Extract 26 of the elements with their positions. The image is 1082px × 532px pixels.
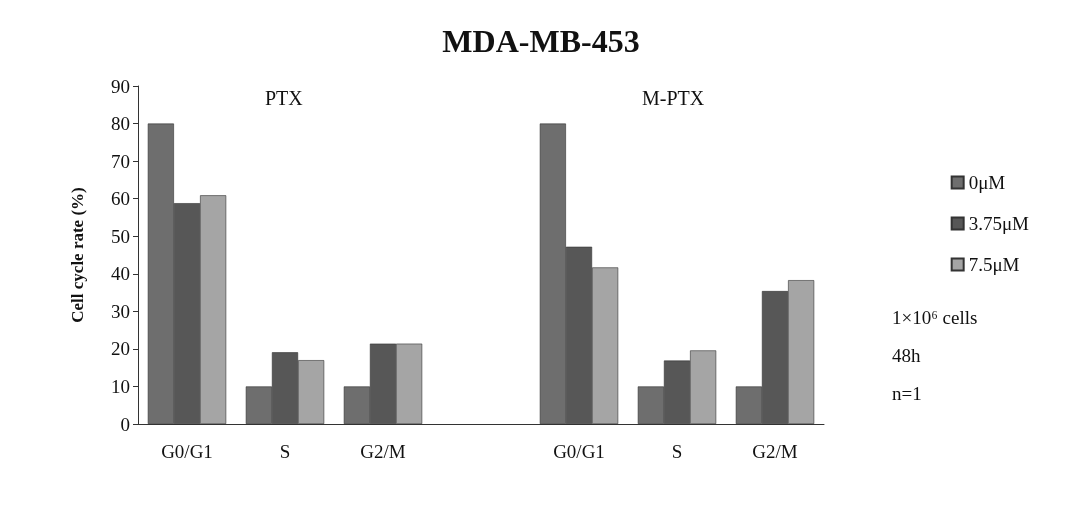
y-tick-label: 70 xyxy=(111,150,130,172)
x-tick-label: S xyxy=(671,441,683,462)
legend-label: 0μM xyxy=(968,172,1006,193)
text: n=1 xyxy=(892,383,922,404)
x-tick-label: S xyxy=(279,441,291,462)
legend-label: 3.75μM xyxy=(968,213,1030,234)
y-tick-label: 50 xyxy=(111,225,130,247)
y-tick-label: 0 xyxy=(120,413,130,435)
y-tick-label: 60 xyxy=(111,188,130,210)
chart-title: MDA-MB-453 xyxy=(442,23,640,59)
y-tick-label: 20 xyxy=(111,338,130,360)
annotation: PTX xyxy=(265,87,304,109)
x-tick-label: G2/M xyxy=(360,441,406,462)
legend-label: 7.5μM xyxy=(968,254,1020,275)
y-tick-label: 80 xyxy=(111,113,130,135)
y-tick-label: 30 xyxy=(111,300,130,322)
y-tick-label: 40 xyxy=(111,263,130,285)
y-tick-label: 10 xyxy=(111,375,130,397)
text: 1×10⁶ cells xyxy=(892,307,978,328)
x-tick-label: G0/G1 xyxy=(553,441,605,462)
text: 48h xyxy=(892,345,921,366)
y-axis-title: Cell cycle rate (%) xyxy=(68,187,87,323)
x-tick-label: G0/G1 xyxy=(161,441,213,462)
y-tick-label: 90 xyxy=(111,75,130,97)
x-tick-label: G2/M xyxy=(752,441,798,462)
annotation: M-PTX xyxy=(642,87,705,109)
